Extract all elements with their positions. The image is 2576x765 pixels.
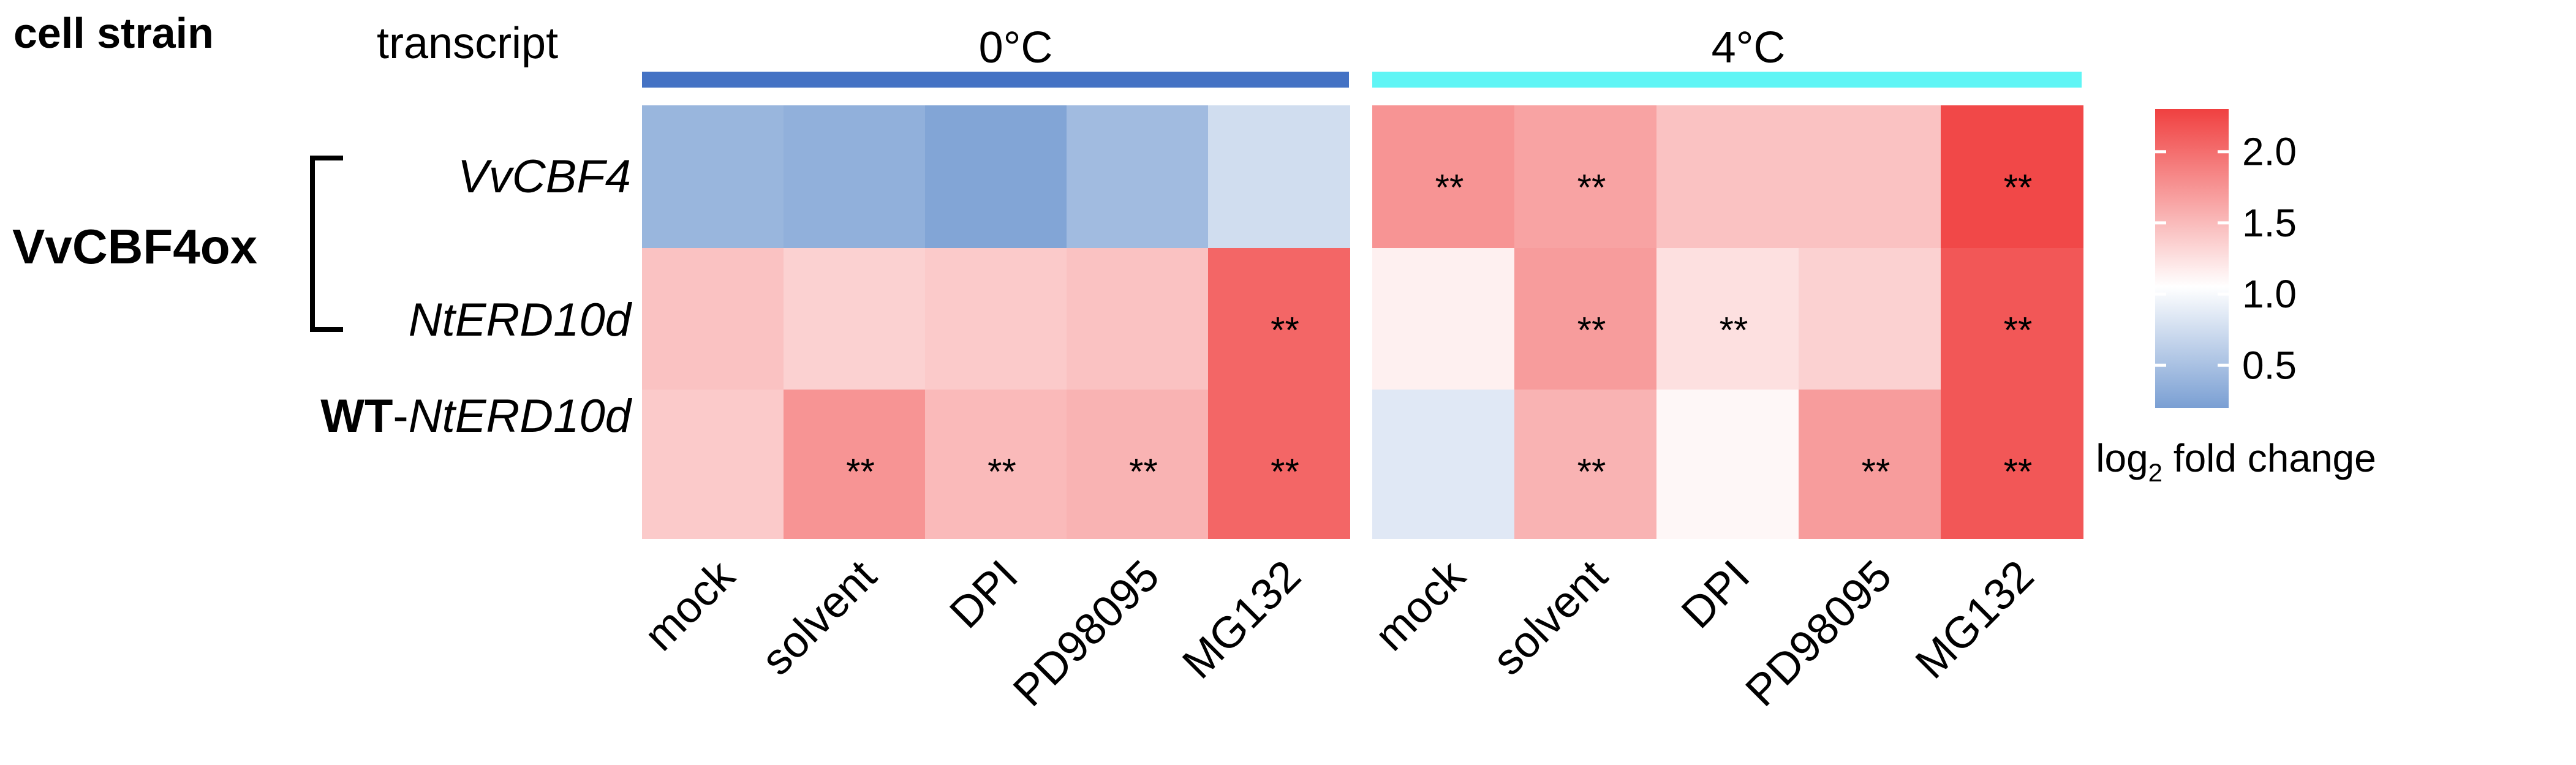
group-label-4c: 4°C (1712, 23, 1786, 72)
column-label: mock (635, 551, 745, 660)
heatmap-cell (1208, 105, 1350, 249)
heatmap-cell (1372, 248, 1515, 391)
heatmap-cell (1656, 105, 1799, 249)
row-label-ntERD10d-ox: NtERD10d (409, 294, 633, 346)
significance-mark: ** (1271, 451, 1299, 492)
heatmap-cell (642, 390, 784, 539)
colorbar-label-log: log (2096, 436, 2148, 480)
heatmap-cell (1067, 390, 1209, 539)
heatmap-cell (784, 105, 926, 249)
significance-marks: ** ** ** ** ** ** ** ** ** ** ** ** ** ** (846, 167, 2032, 492)
heatmap-cell (1656, 390, 1799, 539)
column-label: solvent (752, 551, 886, 685)
significance-mark: ** (846, 451, 875, 492)
wt-separator: - (393, 390, 408, 442)
significance-mark: ** (2004, 310, 2033, 351)
heatmap-cell (784, 248, 926, 391)
heatmap-cells (642, 105, 2083, 539)
strain-label-vvcbf4ox: VvCBF4ox (12, 219, 257, 274)
significance-mark: ** (1577, 451, 1606, 492)
cell-strain-header: cell strain (13, 9, 214, 57)
column-label: solvent (1483, 551, 1617, 685)
significance-mark: ** (1577, 167, 1606, 208)
significance-mark: ** (1129, 451, 1158, 492)
heatmap-cell (1514, 105, 1657, 249)
significance-mark: ** (1862, 451, 1890, 492)
significance-mark: ** (2004, 167, 2033, 208)
heatmap-cell (1067, 248, 1209, 391)
group-label-0c: 0°C (979, 23, 1053, 72)
significance-mark: ** (988, 451, 1016, 492)
colorbar-tick-label: 1.5 (2242, 201, 2297, 245)
column-label: DPI (940, 551, 1027, 638)
heatmap-cell (1799, 105, 1941, 249)
column-label: mock (1365, 551, 1475, 660)
colorbar-label-rest: fold change (2162, 436, 2376, 480)
heatmap-cell (925, 248, 1067, 391)
colorbar-ticks: 2.0 1.5 1.0 0.5 (2155, 130, 2297, 387)
colorbar-label-sub: 2 (2148, 458, 2162, 487)
heatmap-cell (1372, 390, 1515, 539)
column-label: DPI (1672, 551, 1759, 638)
significance-mark: ** (1435, 167, 1464, 208)
colorbar-label: log2 fold change (2096, 436, 2376, 487)
heatmap-cell (1514, 248, 1657, 391)
row-label-wt: WT-NtERD10d (320, 390, 632, 442)
heatmap-cell (1208, 248, 1350, 391)
heatmap-cell (925, 390, 1067, 539)
colorbar-tick-label: 2.0 (2242, 130, 2297, 174)
column-label: MG132 (1906, 551, 2044, 688)
significance-mark: ** (2004, 451, 2033, 492)
significance-mark: ** (1577, 310, 1606, 351)
heatmap-cell (925, 105, 1067, 249)
transcript-header: transcript (377, 19, 558, 68)
heatmap-cell (1941, 248, 2083, 391)
significance-mark: ** (1271, 310, 1299, 351)
heatmap-cell (1799, 248, 1941, 391)
colorbar-tick-label: 1.0 (2242, 272, 2297, 316)
heatmap-cell (642, 105, 784, 249)
wt-transcript: NtERD10d (409, 390, 633, 442)
column-label: PD98095 (1736, 551, 1901, 716)
group-bar-0c (642, 72, 1349, 88)
column-label: MG132 (1173, 551, 1310, 688)
heatmap-cell (1208, 390, 1350, 539)
colorbar (2155, 109, 2229, 408)
row-label-vvcbf4: VvCBF4 (458, 151, 631, 203)
colorbar-tick-label: 0.5 (2242, 343, 2297, 387)
heatmap-cell (1799, 390, 1941, 539)
heatmap-cell (784, 390, 926, 539)
heatmap-cell (1514, 390, 1657, 539)
column-label: PD98095 (1004, 551, 1169, 716)
wt-prefix: WT (320, 390, 393, 442)
heatmap-cell (1941, 390, 2083, 539)
group-bar-4c (1372, 72, 2082, 88)
heatmap-cell (1372, 105, 1515, 249)
strain-bracket (310, 156, 343, 332)
significance-mark: ** (1720, 310, 1748, 351)
heatmap-cell (1656, 248, 1799, 391)
heatmap-cell (1067, 105, 1209, 249)
heatmap-cell (1941, 105, 2083, 249)
heatmap-cell (642, 248, 784, 391)
